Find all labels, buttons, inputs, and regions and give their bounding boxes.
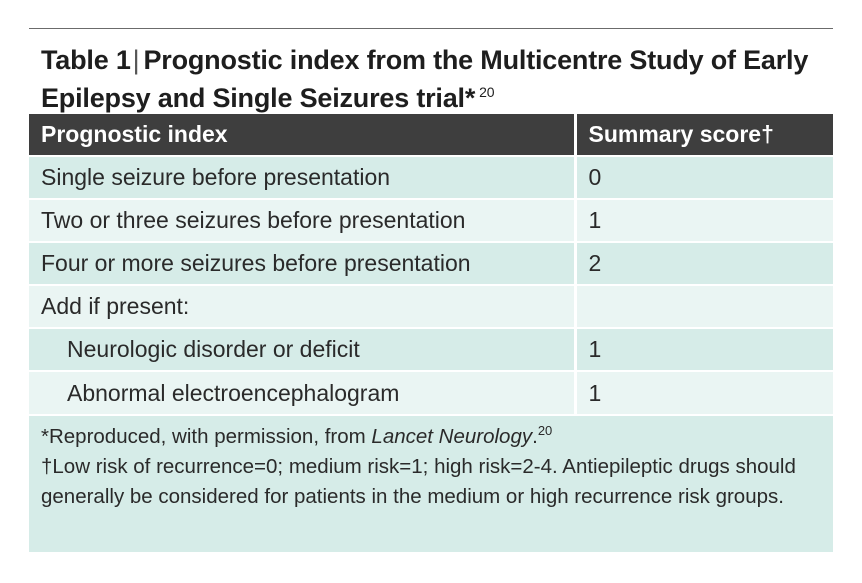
table-title-text: Prognostic index from the Multicentre St… xyxy=(41,45,809,113)
table-row: Add if present: xyxy=(29,284,833,328)
top-rule xyxy=(29,28,833,29)
column-header-prognostic-index: Prognostic index xyxy=(29,114,577,156)
row-label: Two or three seizures before presentatio… xyxy=(29,198,577,242)
source-prefix: *Reproduced, with permission, from xyxy=(41,425,366,448)
table-label: Table 1 xyxy=(41,45,131,75)
row-label: Abnormal electroencephalogram xyxy=(29,370,577,414)
source-journal: Lancet Neurology xyxy=(371,425,533,448)
row-score xyxy=(575,284,833,328)
row-score: 2 xyxy=(575,241,833,285)
table-row: Neurologic disorder or deficit 1 xyxy=(29,327,833,371)
dagger-footnote: †Low risk of recurrence=0; medium risk=1… xyxy=(41,455,796,508)
table-row: Single seizure before presentation 0 xyxy=(29,155,833,199)
title-separator: | xyxy=(132,45,140,75)
row-score: 0 xyxy=(575,155,833,199)
table-figure: Table 1| Prognostic index from the Multic… xyxy=(29,28,833,562)
row-label: Add if present: xyxy=(29,284,577,328)
table-row: Four or more seizures before presentatio… xyxy=(29,241,833,285)
row-score: 1 xyxy=(575,327,833,371)
title-reference: 20 xyxy=(479,84,495,100)
table-row: Abnormal electroencephalogram 1 xyxy=(29,370,833,414)
header-row: Prognostic index Summary score† xyxy=(29,114,833,156)
source-footnote: *Reproduced, with permission, from Lance… xyxy=(41,422,821,452)
source-suffix: . xyxy=(532,425,538,448)
column-header-summary-score: Summary score† xyxy=(575,114,833,156)
table-footnotes: *Reproduced, with permission, from Lance… xyxy=(29,414,833,552)
row-label: Single seizure before presentation xyxy=(29,155,577,199)
row-label: Neurologic disorder or deficit xyxy=(29,327,577,371)
table-row: Two or three seizures before presentatio… xyxy=(29,198,833,242)
row-score: 1 xyxy=(575,370,833,414)
prognostic-table: Prognostic index Summary score† Single s… xyxy=(29,114,833,414)
table-title: Table 1| Prognostic index from the Multic… xyxy=(29,29,833,114)
row-score: 1 xyxy=(575,198,833,242)
source-reference: 20 xyxy=(537,423,553,439)
row-label: Four or more seizures before presentatio… xyxy=(29,241,577,285)
